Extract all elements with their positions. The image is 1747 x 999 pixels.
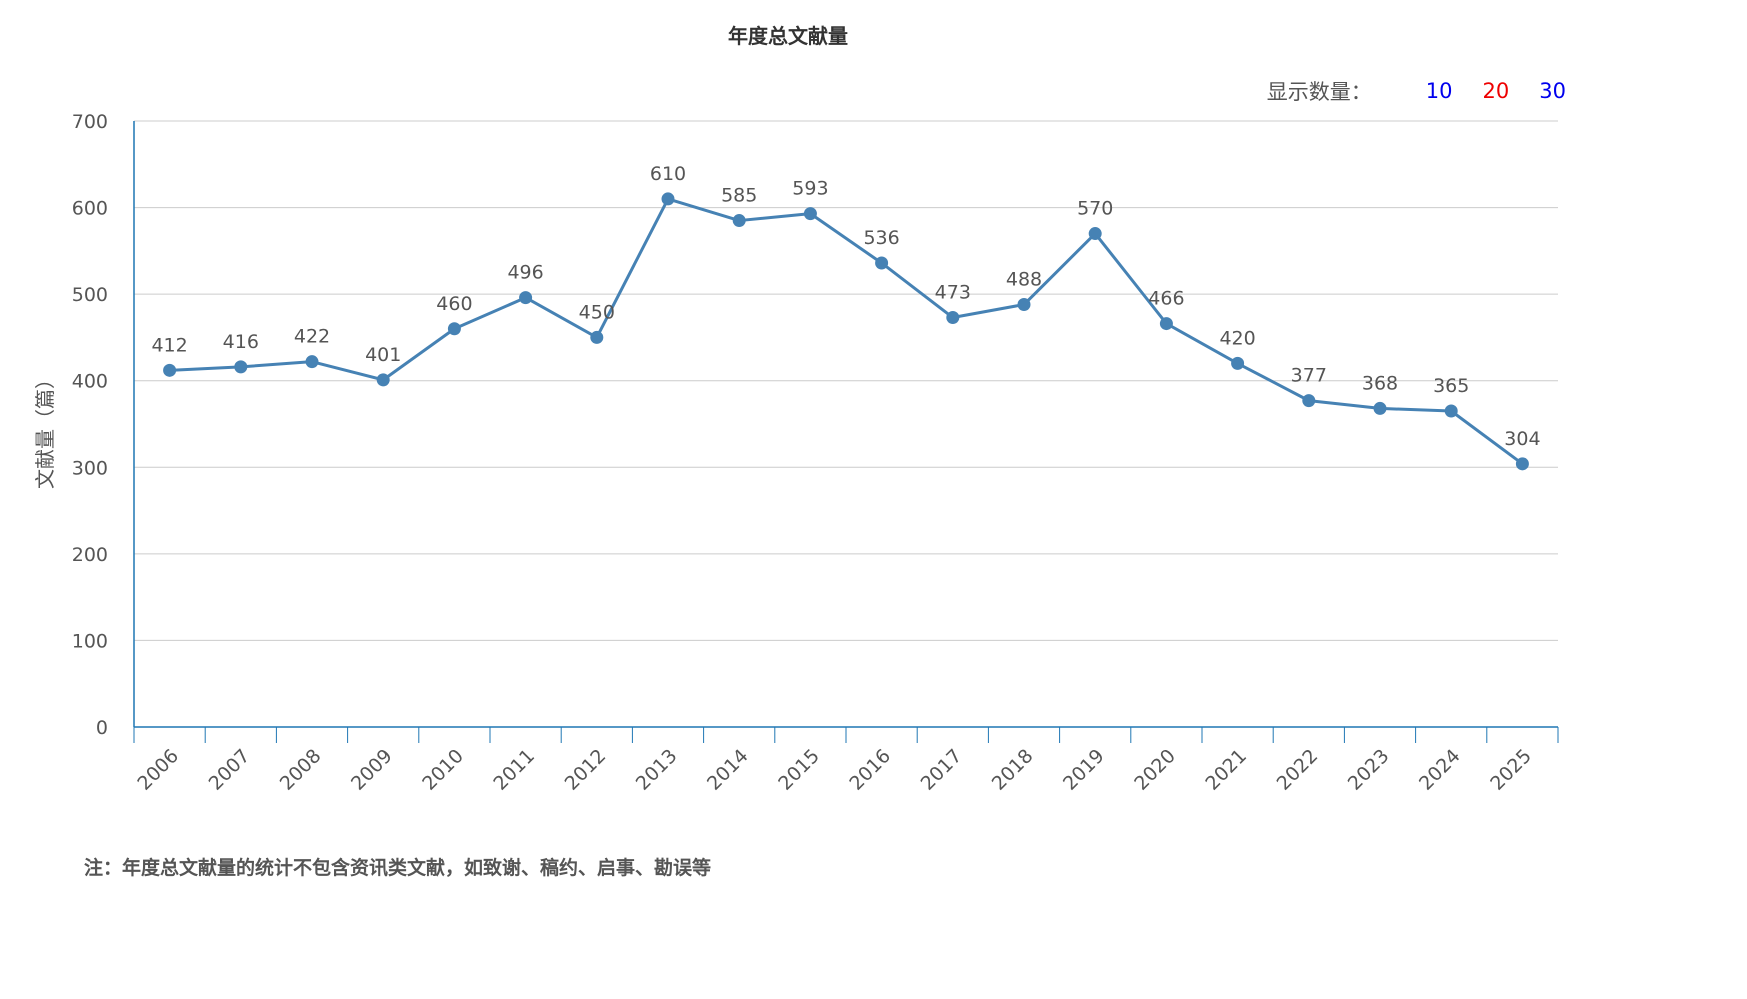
- y-tick-label: 700: [72, 111, 108, 133]
- data-label: 420: [1219, 327, 1255, 349]
- x-tick-label: 2010: [418, 745, 468, 795]
- data-label: 460: [436, 293, 472, 315]
- x-tick-label: 2016: [845, 745, 895, 795]
- data-label: 422: [294, 326, 330, 348]
- data-point: [803, 207, 817, 221]
- display-count-option-10[interactable]: 10: [1425, 79, 1453, 103]
- y-tick-label: 500: [72, 284, 108, 306]
- data-label: 466: [1148, 288, 1184, 310]
- x-tick-label: 2009: [347, 745, 397, 795]
- data-point: [519, 291, 533, 305]
- x-tick-label: 2013: [632, 745, 682, 795]
- y-tick-label: 600: [72, 198, 108, 220]
- y-tick-label: 0: [96, 717, 108, 739]
- data-point: [661, 192, 675, 206]
- data-label: 365: [1433, 375, 1469, 397]
- chart-title: 年度总文献量: [728, 24, 848, 48]
- data-point: [376, 373, 390, 387]
- data-point: [234, 360, 248, 374]
- data-point: [590, 330, 604, 344]
- data-label: 368: [1362, 372, 1398, 394]
- data-point: [1088, 227, 1102, 241]
- footnote: 注：年度总文献量的统计不包含资讯类文献，如致谢、稿约、启事、勘误等: [84, 857, 712, 879]
- data-point: [1515, 457, 1529, 471]
- x-tick-label: 2025: [1486, 745, 1536, 795]
- data-point: [946, 311, 960, 325]
- data-point: [1231, 356, 1245, 370]
- x-tick-label: 2012: [561, 745, 611, 795]
- data-label: 488: [1006, 269, 1042, 291]
- x-tick-label: 2006: [133, 745, 183, 795]
- data-label: 536: [863, 227, 899, 249]
- series-line: [169, 197, 1524, 466]
- y-tick-label: 200: [72, 544, 108, 566]
- y-axis-title: 文献量（篇）: [33, 369, 57, 489]
- data-label: 473: [935, 282, 971, 304]
- data-label: 377: [1291, 365, 1327, 387]
- x-tick-label: 2020: [1130, 745, 1180, 795]
- data-label: 593: [792, 178, 828, 200]
- x-tick-label: 2008: [276, 745, 326, 795]
- data-label: 412: [151, 334, 187, 356]
- x-tick-label: 2024: [1415, 745, 1465, 795]
- data-point: [1373, 401, 1387, 415]
- data-label: 450: [579, 301, 615, 323]
- grid-lines: [134, 120, 1558, 641]
- x-tick-label: 2023: [1344, 745, 1394, 795]
- data-point: [1159, 317, 1173, 331]
- display-count-selector: 显示数量： 10 20 30: [1267, 76, 1566, 106]
- axes: 0 100 200 300 400 500 600 700 2006 2007 2008 2009 20…: [33, 111, 1559, 795]
- data-point: [1444, 404, 1458, 418]
- display-count-option-20[interactable]: 20: [1482, 79, 1510, 103]
- x-tick-label: 2017: [917, 745, 967, 795]
- data-label: 401: [365, 344, 401, 366]
- y-tick-label: 300: [72, 457, 108, 479]
- data-label: 570: [1077, 198, 1113, 220]
- data-label: 585: [721, 185, 757, 207]
- data-label: 304: [1504, 428, 1540, 450]
- data-point: [1302, 394, 1316, 408]
- data-label: 610: [650, 163, 686, 185]
- display-count-option-30[interactable]: 30: [1539, 79, 1566, 103]
- data-point: [732, 214, 746, 228]
- data-point: [305, 355, 319, 369]
- data-points: [163, 192, 1529, 471]
- data-point: [875, 256, 889, 270]
- x-tick-label: 2021: [1201, 745, 1251, 795]
- data-point: [163, 363, 177, 377]
- y-tick-label: 100: [72, 630, 108, 652]
- display-count-label: 显示数量：: [1266, 80, 1372, 104]
- x-tick-label: 2018: [988, 745, 1038, 795]
- data-label: 496: [507, 262, 543, 284]
- data-point: [1017, 298, 1031, 312]
- x-tick-label: 2019: [1059, 745, 1109, 795]
- data-label: 416: [223, 331, 259, 353]
- data-point: [447, 322, 461, 336]
- series-line: [169, 197, 1524, 466]
- x-tick-label: 2014: [703, 745, 753, 795]
- x-tick-label: 2022: [1273, 745, 1323, 795]
- data-labels: 412 416 422 401 460 496 450 610 585 593 536 473 488 5…: [151, 163, 1540, 450]
- x-tick-label: 2007: [205, 745, 255, 795]
- x-tick-label: 2011: [489, 745, 539, 795]
- y-tick-label: 400: [72, 371, 108, 393]
- x-tick-label: 2015: [774, 745, 824, 795]
